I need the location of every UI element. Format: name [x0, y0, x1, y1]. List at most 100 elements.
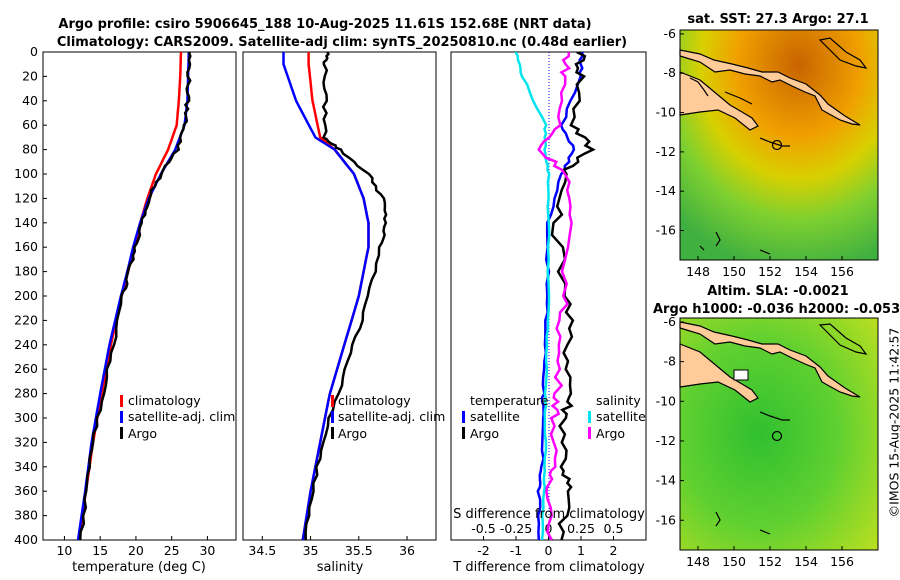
depth-tick-label: 20	[22, 68, 38, 83]
depth-tick-label: 280	[14, 386, 38, 401]
x-tick-label: 35	[303, 543, 319, 558]
depth-tick-label: 40	[22, 93, 38, 108]
legend-swatch-t-satellite	[462, 411, 465, 423]
sla-new-britain-land	[679, 321, 861, 398]
lat-tick-label: -10	[656, 393, 676, 408]
legend-climatology: climatology	[338, 393, 411, 408]
sla-map-box	[679, 317, 879, 551]
lon-tick-label: 156	[830, 264, 854, 279]
lon-tick-label: 156	[830, 554, 854, 569]
difference-legend: temperature satellite Argo salinity sate…	[462, 393, 646, 441]
lat-tick-label: -10	[656, 105, 676, 120]
difference-panel: -2 -1 0 1 2-0.5 -0.25 0 0.25 0.5 T difference fr…	[450, 51, 647, 575]
lon-tick-label: 150	[722, 264, 746, 279]
lon-tick-label: 148	[686, 554, 710, 569]
legend-swatch-t-argo	[462, 427, 465, 439]
legend-argo: Argo	[338, 426, 367, 441]
sla-float-marker	[771, 430, 783, 442]
depth-tick-label: 380	[14, 508, 38, 523]
sla-map: Altim. SLA: -0.0021 Argo h1000: -0.036 h…	[653, 284, 900, 569]
legend-swatch-s-argo	[588, 427, 591, 439]
depth-tick-label: 360	[14, 483, 38, 498]
legend-swatch-s-satellite	[588, 411, 591, 423]
series-line-satellite-adj-clim	[282, 52, 370, 540]
x-tick-label: 1	[577, 543, 585, 558]
legend-swatch-climatology	[331, 395, 334, 407]
temperature-lines	[76, 52, 192, 540]
depth-tick-label: 160	[14, 239, 38, 254]
sst-new-guinea-land	[679, 71, 759, 131]
legend-swatch-argo	[120, 427, 123, 439]
sst-new-britain-land	[679, 49, 861, 126]
legend-argo: Argo	[128, 426, 157, 441]
x-tick-label: 10	[56, 543, 72, 558]
sst-map: sat. SST: 27.3 Argo: 27.1 148 150 152 154 15…	[656, 12, 879, 279]
series-line-argo	[78, 52, 192, 540]
lon-tick-label: 154	[794, 264, 818, 279]
t-difference-xlabel: T difference from climatology	[452, 560, 645, 575]
s-difference-xlabel: S difference from climatology	[453, 507, 645, 522]
sla-map-title: Altim. SLA: -0.0021	[707, 284, 848, 299]
legend-t-argo: Argo	[470, 426, 499, 441]
sla-new-guinea-land	[679, 343, 759, 403]
salinity-xlabel: salinity	[317, 560, 364, 575]
legend-t-satellite: satellite	[470, 409, 520, 424]
series-line-s-argo	[537, 52, 573, 540]
title-line1: Argo profile: csiro 5906645_188 10-Aug-2…	[58, 17, 591, 32]
legend-swatch-satellite	[331, 411, 334, 423]
sst-new-ireland-coast	[818, 37, 868, 69]
legend-climatology: climatology	[128, 393, 201, 408]
x-tick-label: 25	[164, 543, 180, 558]
legend-satellite: satellite-adj. clim	[338, 409, 445, 424]
legend-s-satellite: satellite	[596, 409, 646, 424]
legend-swatch-satellite	[120, 411, 123, 423]
sst-map-title: sat. SST: 27.3 Argo: 27.1	[687, 12, 868, 27]
x-tick-label: 15	[92, 543, 108, 558]
difference-lines	[514, 52, 596, 540]
sla-missing-data	[733, 369, 749, 381]
credit-container: ©IMOS 15-Aug-2025 11:42:57	[884, 300, 900, 550]
legend-salinity-header: salinity	[596, 393, 641, 408]
depth-tick-label: 60	[22, 117, 38, 132]
lat-tick-label: -6	[664, 26, 677, 41]
title-line2: Climatology: CARS2009. Satellite-adj cli…	[57, 35, 627, 50]
legend-s-argo: Argo	[596, 426, 625, 441]
depth-tick-label: 180	[14, 264, 38, 279]
lon-tick-label: 154	[794, 554, 818, 569]
sst-islands	[689, 77, 790, 255]
sst-float-marker	[771, 139, 783, 151]
temperature-tick-labels: 10 15 20 25 30	[56, 536, 215, 558]
lon-tick-label: 152	[758, 554, 782, 569]
temperature-axes-box	[42, 51, 237, 541]
legend-temperature-header: temperature	[470, 393, 549, 408]
x-tick-label: 2	[610, 543, 618, 558]
x-tick-label: -2	[477, 543, 489, 558]
salinity-legend: climatology satellite-adj. clim Argo	[331, 393, 445, 441]
lat-tick-label: -14	[656, 473, 676, 488]
temperature-panel: 0 20 40 60 80 100 120 140 160 180 200 220 240 260 280 3…	[14, 44, 455, 575]
lat-tick-label: -6	[664, 314, 677, 329]
sla-new-ireland-coast	[818, 323, 868, 355]
depth-tick-label: 0	[30, 44, 38, 59]
depth-tick-label: 120	[14, 190, 38, 205]
salinity-panel: 34.5 35 35.5 36 salinity climatology satell…	[242, 51, 445, 575]
s-tick-label: -0.25	[500, 521, 532, 536]
s-tick-label: -0.5	[471, 521, 495, 536]
sst-map-box	[679, 29, 879, 261]
depth-tick-label: 240	[14, 337, 38, 352]
sla-map-ticks: 148 150 152 154 156 -6 -8 -10 -12 -14 -16	[656, 314, 854, 569]
legend-swatch-argo	[331, 427, 334, 439]
sst-map-ticks: 148 150 152 154 156 -6 -8 -10 -12 -14 -16	[656, 26, 854, 279]
depth-tick-label: 220	[14, 312, 38, 327]
depth-tick-label: 400	[14, 532, 38, 547]
x-tick-label: 34.5	[248, 543, 276, 558]
depth-tick-label: 300	[14, 410, 38, 425]
sla-islands	[715, 411, 790, 535]
depth-tick-label: 100	[14, 166, 38, 181]
lat-tick-label: -12	[656, 433, 676, 448]
salinity-axes-box	[242, 51, 437, 541]
credit-text: ©IMOS 15-Aug-2025 11:42:57	[886, 327, 900, 518]
temperature-legend: climatology satellite-adj. clim Argo	[120, 393, 235, 441]
s-tick-label: 0.5	[604, 521, 624, 536]
